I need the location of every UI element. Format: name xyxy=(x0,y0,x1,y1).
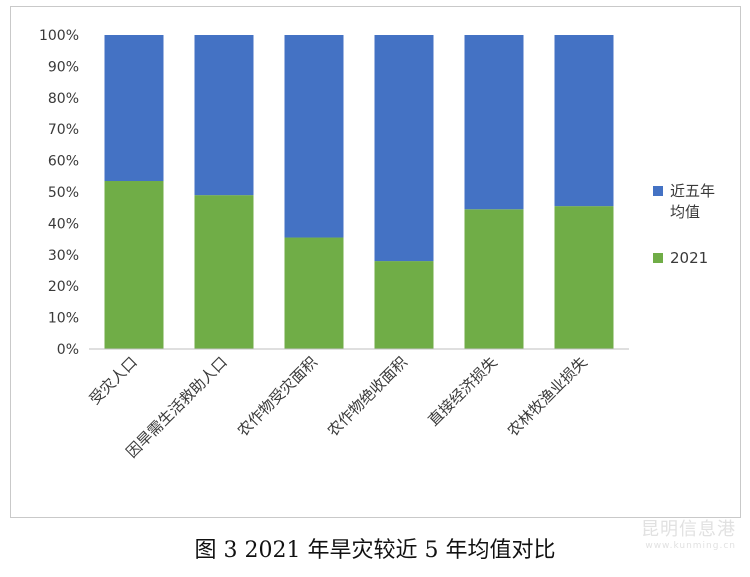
x-category-label: 农作物受灾面积 xyxy=(234,353,321,440)
y-tick-label: 10% xyxy=(48,311,79,327)
x-category-label: 农林牧渔业损失 xyxy=(504,353,591,440)
chart-frame: 0% 10% 20% 30% 40% 50% 60% 70% 80% 90% 100% 受灾人口 因旱… xyxy=(10,6,741,518)
bar-segment xyxy=(104,181,164,349)
y-tick-label: 70% xyxy=(48,122,79,138)
bar-segment xyxy=(554,206,614,349)
y-tick-label: 100% xyxy=(39,28,79,44)
bars xyxy=(104,35,614,349)
x-category-label: 受灾人口 xyxy=(86,353,141,408)
bar-segment xyxy=(284,237,344,349)
bar-segment xyxy=(374,35,434,262)
watermark-text: 昆明信息港 xyxy=(641,519,736,540)
legend-swatch xyxy=(653,253,663,263)
x-category-label: 直接经济损失 xyxy=(424,353,500,429)
bar-segment xyxy=(554,35,614,207)
y-tick-label: 0% xyxy=(57,342,79,358)
legend-label-line2: 均值 xyxy=(670,203,700,221)
bar-segment xyxy=(194,195,254,349)
bar-segment xyxy=(374,261,434,349)
bar-segment xyxy=(104,35,164,182)
y-tick-label: 50% xyxy=(48,185,79,201)
watermark-url: www.kunming.cn xyxy=(645,541,736,551)
bar-segment xyxy=(284,35,344,238)
y-tick-label: 40% xyxy=(48,216,79,232)
figure-caption: 图 3 2021 年旱灾较近 5 年均值对比 xyxy=(194,538,556,563)
y-tick-label: 20% xyxy=(48,279,79,295)
legend-label: 近五年 xyxy=(670,182,715,200)
bar-segment xyxy=(464,35,524,210)
y-tick-label: 80% xyxy=(48,91,79,107)
y-tick-label: 90% xyxy=(48,59,79,75)
x-category-label: 农作物绝收面积 xyxy=(324,353,411,440)
stacked-bar-chart: 0% 10% 20% 30% 40% 50% 60% 70% 80% 90% 100% 受灾人口因旱… xyxy=(39,28,715,461)
legend-label: 2021 xyxy=(670,249,708,267)
y-axis-ticks: 0% 10% 20% 30% 40% 50% 60% 70% 80% 90% 100% xyxy=(39,28,79,358)
legend-swatch xyxy=(653,186,663,196)
bar-segment xyxy=(464,209,524,349)
y-tick-label: 30% xyxy=(48,248,79,264)
y-tick-label: 60% xyxy=(48,154,79,170)
x-category-label: 因旱需生活救助人口 xyxy=(123,353,231,461)
bar-segment xyxy=(194,35,254,196)
watermark: 昆明信息港 www.kunming.cn xyxy=(641,515,736,551)
